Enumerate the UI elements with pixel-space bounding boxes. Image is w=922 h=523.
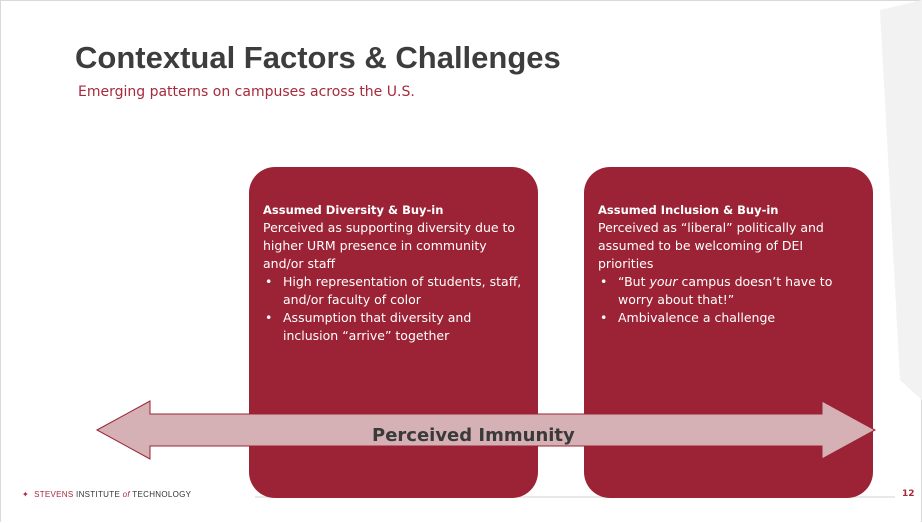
logo-mark: ✦ [22, 490, 30, 499]
box-body: Perceived as “liberal” politically and a… [598, 220, 824, 271]
double-arrow [95, 400, 877, 460]
box-body: Perceived as supporting diversity due to… [263, 220, 516, 271]
bullet: Assumption that diversity and inclusion … [265, 309, 524, 345]
corner-shape [880, 0, 922, 400]
logo-text: INSTITUTE [76, 490, 121, 499]
box-heading: Assumed Diversity & Buy-in [263, 203, 444, 217]
logo-text: STEVENS [34, 490, 74, 499]
footer-logo: ✦ STEVENS INSTITUTE of TECHNOLOGY [22, 490, 191, 499]
arrow-label: Perceived Immunity [372, 425, 575, 446]
bullet-text: “But [618, 274, 650, 289]
logo-text: TECHNOLOGY [132, 490, 192, 499]
bullet-list: High representation of students, staff, … [263, 273, 524, 345]
page-number: 12 [902, 489, 915, 499]
bullet-list: “But your campus doesn’t have to worry a… [598, 273, 859, 327]
bullet-text: campus doesn’t have to worry about that!… [618, 274, 833, 307]
subtitle: Emerging patterns on campuses across the… [78, 84, 415, 100]
bullet: High representation of students, staff, … [265, 273, 524, 309]
bullet: Ambivalence a challenge [600, 309, 859, 327]
bullet: “But your campus doesn’t have to worry a… [600, 273, 859, 309]
title: Contextual Factors & Challenges [75, 40, 561, 75]
bullet-emphasis: your [649, 274, 678, 289]
box-heading: Assumed Inclusion & Buy-in [598, 203, 779, 217]
logo-text: of [122, 490, 130, 499]
